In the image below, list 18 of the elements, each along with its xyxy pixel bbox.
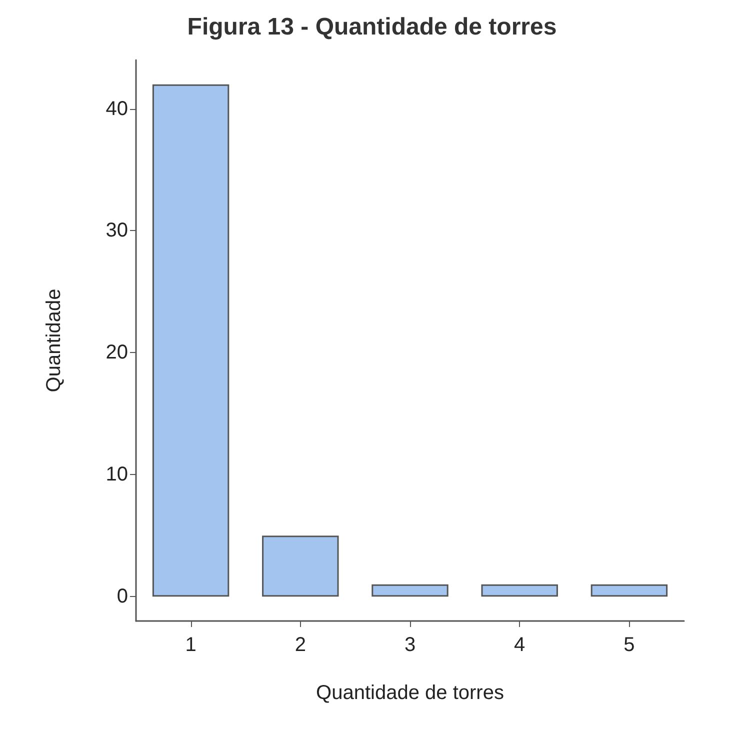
y-tick-label: 30 (106, 220, 128, 242)
y-tick-label: 20 (106, 342, 128, 364)
x-tick-label: 4 (514, 634, 526, 656)
x-tick-label: 2 (294, 634, 306, 656)
x-tick-label: 5 (624, 634, 635, 656)
x-tick-label: 1 (185, 634, 196, 656)
bar (152, 84, 230, 597)
x-axis-title: Quantidade de torres (316, 682, 504, 704)
chart-title: Figura 13 - Quantidade de torres (187, 14, 557, 40)
y-axis-title: Quantidade (43, 288, 65, 392)
y-tick-label: 0 (116, 586, 128, 608)
y-tick-label: 10 (106, 464, 128, 486)
bar (262, 536, 339, 597)
bar (372, 584, 448, 597)
bar (481, 584, 558, 597)
bar (590, 584, 668, 597)
x-tick-label: 3 (404, 634, 416, 656)
y-tick-label: 40 (106, 98, 128, 120)
